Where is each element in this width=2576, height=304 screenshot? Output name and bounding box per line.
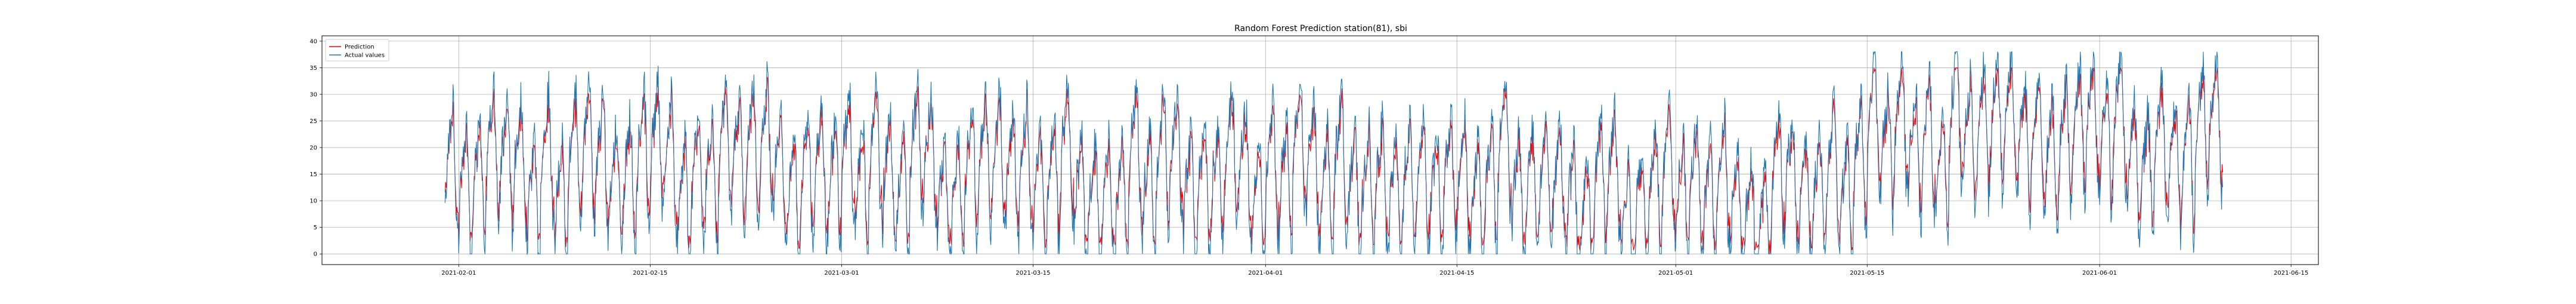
x-tick-label: 2021-03-15	[1015, 270, 1050, 277]
x-tick-label: 2021-03-01	[824, 270, 859, 277]
legend-label: Prediction	[345, 44, 374, 51]
series-line-actual-values	[444, 51, 2224, 256]
y-tick-label: 30	[309, 91, 317, 98]
x-tick-label: 2021-02-15	[633, 270, 667, 277]
x-tick-label: 2021-06-15	[2274, 270, 2308, 277]
y-tick-label: 25	[309, 118, 317, 125]
legend-box	[325, 39, 389, 62]
plot-frame	[321, 35, 2319, 265]
x-tick-label: 2021-05-15	[1850, 270, 1884, 277]
y-tick-label: 0	[314, 251, 317, 258]
x-tick-label: 2021-04-15	[1439, 270, 1474, 277]
y-tick-label: 40	[309, 38, 317, 45]
chart-title: Random Forest Prediction station(81), sb…	[1234, 24, 1407, 33]
series-layer	[444, 51, 2224, 256]
y-tick-label: 20	[309, 145, 317, 152]
x-tick-label: 2021-06-01	[2082, 270, 2117, 277]
legend-label: Actual values	[345, 53, 385, 59]
y-tick-label: 15	[309, 171, 317, 178]
axes: 0 5 10 15 20 25 30 35 40 2021-02-01 2021-02-15 2021…	[309, 35, 2319, 277]
x-tick-label: 2021-05-01	[1658, 270, 1693, 277]
x-tick-label: 2021-04-01	[1248, 270, 1283, 277]
y-tick-label: 5	[314, 225, 317, 231]
x-tick-label: 2021-02-01	[441, 270, 476, 277]
y-tick-label: 10	[309, 198, 317, 205]
y-tick-label: 35	[309, 65, 317, 72]
legend: Prediction Actual values	[325, 39, 389, 62]
